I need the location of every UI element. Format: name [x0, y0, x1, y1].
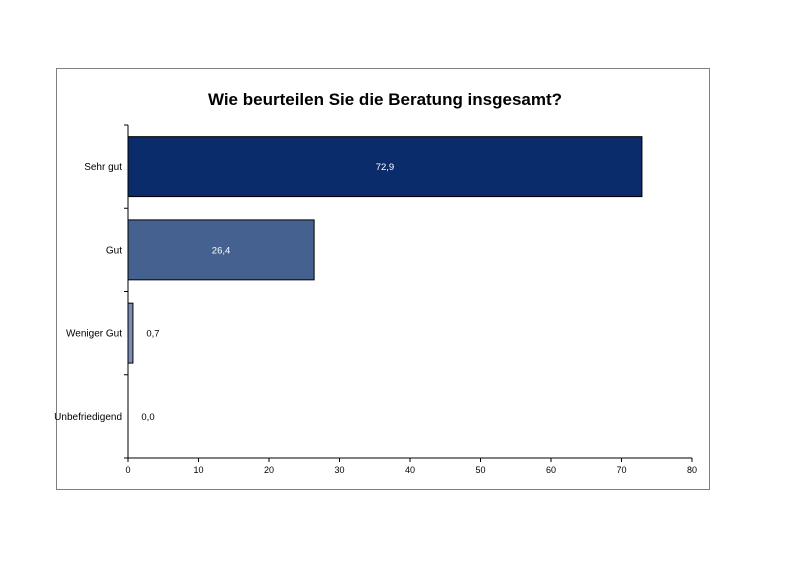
labels-layer: Sehr gut 72,9 Gut 26,4 Weniger Gut 0,7 Unbefri… [54, 162, 697, 475]
data-label-gut: 26,4 [212, 245, 231, 256]
x-tick-label-20: 20 [264, 465, 274, 475]
category-label-unbefriedigend: Unbefriedigend [54, 412, 122, 423]
axes-layer [124, 124, 693, 462]
x-tick-label-0: 0 [125, 465, 130, 475]
x-tick-label-80: 80 [687, 465, 697, 475]
x-tick-label-30: 30 [334, 465, 344, 475]
category-label-weniger-gut: Weniger Gut [66, 329, 122, 340]
bars-layer [127, 136, 643, 364]
bar-weniger-gut [127, 302, 134, 364]
category-label-sehr-gut: Sehr gut [84, 162, 122, 173]
x-tick-label-50: 50 [475, 465, 485, 475]
chart-title: Wie beurteilen Sie die Beratung insgesam… [207, 90, 563, 109]
data-label-sehr-gut: 72,9 [376, 162, 395, 173]
x-tick-label-40: 40 [405, 465, 415, 475]
x-tick-label-10: 10 [193, 465, 203, 475]
category-label-gut: Gut [106, 245, 122, 256]
x-tick-label-60: 60 [546, 465, 556, 475]
data-label-unbefriedigend: 0,0 [141, 412, 154, 423]
x-tick-label-70: 70 [616, 465, 626, 475]
bar-sehr-gut [127, 136, 643, 198]
data-label-weniger-gut: 0,7 [146, 329, 159, 340]
